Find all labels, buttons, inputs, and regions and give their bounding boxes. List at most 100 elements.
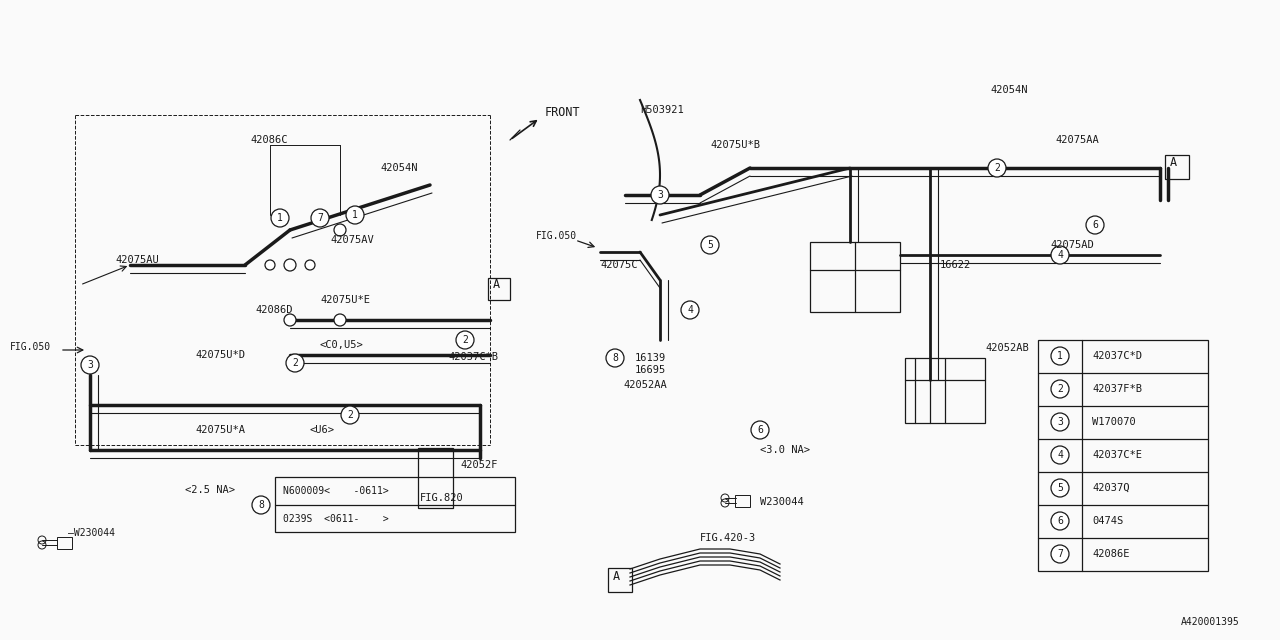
Text: 5: 5 xyxy=(1057,483,1062,493)
Text: <3.0 NA>: <3.0 NA> xyxy=(760,445,810,455)
Text: 42075C: 42075C xyxy=(600,260,637,270)
Circle shape xyxy=(305,260,315,270)
Text: 0239S  <0611-    >: 0239S <0611- > xyxy=(283,514,389,524)
Text: A420001395: A420001395 xyxy=(1181,617,1240,627)
Circle shape xyxy=(1051,413,1069,431)
Text: <C0,U5>: <C0,U5> xyxy=(320,340,364,350)
Circle shape xyxy=(1051,246,1069,264)
Text: 42075AA: 42075AA xyxy=(1055,135,1098,145)
Circle shape xyxy=(1051,545,1069,563)
Text: —W230044: —W230044 xyxy=(68,528,115,538)
Text: 0474S: 0474S xyxy=(1092,516,1124,526)
Text: 42086C: 42086C xyxy=(250,135,288,145)
Circle shape xyxy=(334,314,346,326)
Circle shape xyxy=(1051,479,1069,497)
Text: 2: 2 xyxy=(1057,384,1062,394)
Text: 42075U*D: 42075U*D xyxy=(195,350,244,360)
Text: 42086D: 42086D xyxy=(255,305,293,315)
Text: 4: 4 xyxy=(1057,250,1062,260)
Text: 16695: 16695 xyxy=(635,365,667,375)
Text: 42054N: 42054N xyxy=(380,163,417,173)
Text: 2: 2 xyxy=(462,335,468,345)
Text: 1: 1 xyxy=(352,210,358,220)
Text: 2: 2 xyxy=(995,163,1000,173)
Circle shape xyxy=(81,356,99,374)
Bar xyxy=(1165,155,1189,179)
Text: 42075AD: 42075AD xyxy=(1050,240,1093,250)
Circle shape xyxy=(605,349,625,367)
Text: 7: 7 xyxy=(1057,549,1062,559)
Text: 4: 4 xyxy=(1057,450,1062,460)
Text: 4: 4 xyxy=(687,305,692,315)
Text: 1: 1 xyxy=(276,213,283,223)
Circle shape xyxy=(340,406,358,424)
Text: 6: 6 xyxy=(1092,220,1098,230)
Text: 42075U*E: 42075U*E xyxy=(320,295,370,305)
Text: A: A xyxy=(493,278,500,291)
Text: 7: 7 xyxy=(317,213,323,223)
Text: 8: 8 xyxy=(612,353,618,363)
Text: 42075AU: 42075AU xyxy=(115,255,159,265)
Circle shape xyxy=(1085,216,1103,234)
Text: 42075U*B: 42075U*B xyxy=(710,140,760,150)
Circle shape xyxy=(311,209,329,227)
Bar xyxy=(419,448,453,508)
Text: 42037C*B: 42037C*B xyxy=(448,352,498,362)
Circle shape xyxy=(271,209,289,227)
Circle shape xyxy=(988,159,1006,177)
Bar xyxy=(810,242,900,312)
Text: 42037C*E: 42037C*E xyxy=(1092,450,1142,460)
Text: 42054N: 42054N xyxy=(989,85,1028,95)
Text: 3: 3 xyxy=(657,190,663,200)
Circle shape xyxy=(252,496,270,514)
Text: 6: 6 xyxy=(1057,516,1062,526)
Bar xyxy=(608,568,632,592)
Text: 42075U*A: 42075U*A xyxy=(195,425,244,435)
Text: 42037C*D: 42037C*D xyxy=(1092,351,1142,361)
Text: N600009<    -0611>: N600009< -0611> xyxy=(283,486,389,496)
Text: 2: 2 xyxy=(292,358,298,368)
Bar xyxy=(58,537,72,549)
Text: 3: 3 xyxy=(1057,417,1062,427)
Text: 1: 1 xyxy=(1057,351,1062,361)
Text: 6: 6 xyxy=(756,425,763,435)
Circle shape xyxy=(1051,380,1069,398)
Text: 5: 5 xyxy=(707,240,713,250)
Circle shape xyxy=(284,314,296,326)
Text: FRONT: FRONT xyxy=(545,106,581,118)
Circle shape xyxy=(1051,512,1069,530)
Text: A: A xyxy=(613,570,620,582)
Circle shape xyxy=(751,421,769,439)
Circle shape xyxy=(265,260,275,270)
Text: 2: 2 xyxy=(347,410,353,420)
Bar xyxy=(735,495,750,507)
Circle shape xyxy=(346,206,364,224)
Text: <2.5 NA>: <2.5 NA> xyxy=(186,485,236,495)
Text: <U6>: <U6> xyxy=(310,425,335,435)
Text: 42052F: 42052F xyxy=(460,460,498,470)
Circle shape xyxy=(1051,347,1069,365)
Text: W230044: W230044 xyxy=(760,497,804,507)
Text: 16622: 16622 xyxy=(940,260,972,270)
Bar xyxy=(905,358,986,423)
Text: 42052AA: 42052AA xyxy=(623,380,667,390)
Bar xyxy=(488,278,509,300)
Text: H503921: H503921 xyxy=(640,105,684,115)
Text: FIG.050: FIG.050 xyxy=(10,342,51,352)
Text: 8: 8 xyxy=(259,500,264,510)
Circle shape xyxy=(652,186,669,204)
Text: 42086E: 42086E xyxy=(1092,549,1129,559)
Text: A: A xyxy=(1170,157,1178,170)
Bar xyxy=(275,477,515,532)
Text: FIG.420-3: FIG.420-3 xyxy=(700,533,756,543)
Circle shape xyxy=(701,236,719,254)
Text: 42075AV: 42075AV xyxy=(330,235,374,245)
Circle shape xyxy=(284,259,296,271)
Circle shape xyxy=(334,224,346,236)
Bar xyxy=(1038,340,1208,571)
Circle shape xyxy=(285,354,305,372)
Text: 42037F*B: 42037F*B xyxy=(1092,384,1142,394)
Text: FIG.050: FIG.050 xyxy=(536,231,577,241)
Text: 16139: 16139 xyxy=(635,353,667,363)
Text: W170070: W170070 xyxy=(1092,417,1135,427)
